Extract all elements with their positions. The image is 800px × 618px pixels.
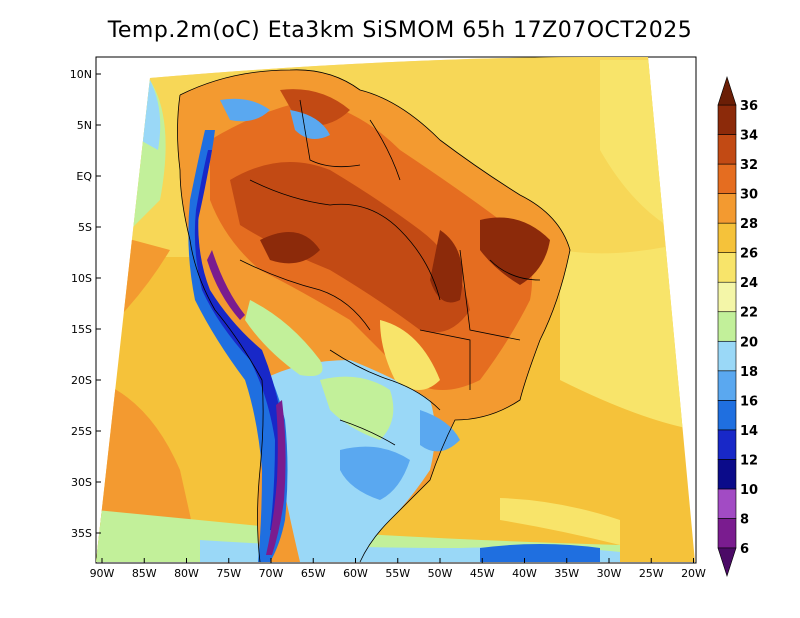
colorbar-bin [717, 459, 737, 490]
lat-tick-label: 10N [70, 68, 92, 81]
colorbar-level-label: 6 [740, 542, 749, 557]
colorbar-level-label: 26 [740, 247, 758, 262]
colorbar-level-label: 8 [740, 512, 749, 527]
lon-tick-label: 25W [639, 567, 664, 580]
lon-tick-label: 65W [301, 567, 326, 580]
colorbar-level-label: 24 [740, 276, 758, 291]
colorbar-bin [717, 163, 737, 194]
lon-tick-label: 70W [259, 567, 284, 580]
country-borders [177, 69, 571, 563]
colorbar-bin [717, 134, 737, 165]
colorbar-bin [717, 311, 737, 342]
colorbar: 6 8 10 12 14 16 18 20 22 24 26 28 30 32 34 36 [717, 76, 758, 577]
colorbar-level-label: 12 [740, 453, 758, 468]
colorbar-bin [717, 193, 737, 224]
colorbar-level-label: 34 [740, 129, 758, 144]
lon-tick-label: 60W [343, 567, 368, 580]
lon-tick-label: 45W [470, 567, 495, 580]
colorbar-level-label: 14 [740, 424, 758, 439]
lon-tick-label: 90W [90, 567, 115, 580]
lon-tick-label: 20W [681, 567, 706, 580]
lon-tick-label: 50W [428, 567, 453, 580]
colorbar-bin [717, 370, 737, 401]
colorbar-level-label: 36 [740, 99, 758, 114]
colorbar-bin [717, 222, 737, 253]
lat-tick-label: 5N [77, 119, 92, 132]
colorbar-over-arrow [717, 76, 737, 106]
colorbar-level-label: 16 [740, 394, 758, 409]
colorbar-level-label: 30 [740, 188, 758, 203]
colorbar-bin [717, 340, 737, 372]
lat-tick-label: 25S [71, 425, 92, 438]
lon-tick-label: 75W [216, 567, 241, 580]
colorbar-bin [717, 252, 737, 283]
colorbar-level-label: 28 [740, 217, 758, 232]
lon-tick-label: 80W [174, 567, 199, 580]
lat-tick-label: 5S [78, 221, 92, 234]
lat-tick-label: 30S [71, 476, 92, 489]
lat-tick-label: EQ [76, 170, 92, 183]
colorbar-bin [717, 400, 737, 431]
lon-tick-label: 40W [512, 567, 537, 580]
colorbar-bin [717, 518, 737, 549]
lon-tick-label: 85W [132, 567, 157, 580]
lat-tick-label: 15S [71, 323, 92, 336]
map-title: Temp.2m(oC) Eta3km SiSMOM 65h 17Z07OCT20… [107, 18, 693, 43]
lat-tick-label: 20S [71, 374, 92, 387]
colorbar-bin [717, 429, 737, 460]
lon-tick-label: 35W [554, 567, 579, 580]
latitude-axis: 10N 5N EQ 5S 10S 15S 20S 25S 30S 35S [70, 68, 101, 540]
colorbar-under-arrow [717, 547, 737, 577]
lat-tick-label: 10S [71, 272, 92, 285]
colorbar-level-label: 18 [740, 365, 758, 380]
temperature-field [96, 57, 695, 563]
colorbar-level-label: 32 [740, 158, 758, 173]
colorbar-level-label: 20 [740, 335, 758, 350]
lon-tick-label: 30W [597, 567, 622, 580]
colorbar-level-label: 22 [740, 306, 758, 321]
lat-tick-label: 35S [71, 527, 92, 540]
lon-tick-label: 55W [385, 567, 410, 580]
colorbar-level-label: 10 [740, 483, 758, 498]
colorbar-bin [717, 281, 737, 313]
longitude-axis: 90W 85W 80W 75W 70W 65W 60W 55W 50W 45W 40W 35W 30W 2… [90, 558, 706, 580]
colorbar-bin [717, 104, 737, 135]
colorbar-bin [717, 488, 737, 519]
